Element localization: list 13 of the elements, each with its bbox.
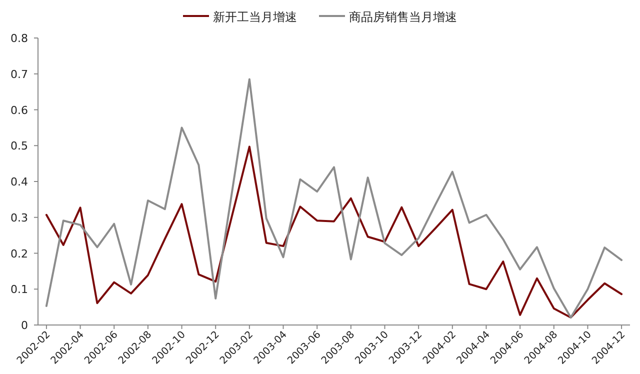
- y-tick-label: 0.5: [10, 140, 28, 153]
- y-tick-label: 0: [21, 319, 28, 332]
- y-tick-label: 0.3: [10, 211, 28, 224]
- legend-label: 商品房销售当月增速: [349, 10, 457, 24]
- y-tick-label: 0.1: [10, 283, 28, 296]
- y-tick-label: 0.4: [10, 176, 28, 188]
- y-tick-label: 0.6: [10, 104, 28, 117]
- y-tick-label: 0.2: [10, 247, 28, 260]
- legend-label: 新开工当月增速: [213, 10, 297, 24]
- line-series: [45, 146, 623, 318]
- y-tick-label: 0.7: [10, 68, 28, 81]
- line-series: [45, 78, 623, 318]
- y-tick-label: 0.8: [10, 32, 28, 45]
